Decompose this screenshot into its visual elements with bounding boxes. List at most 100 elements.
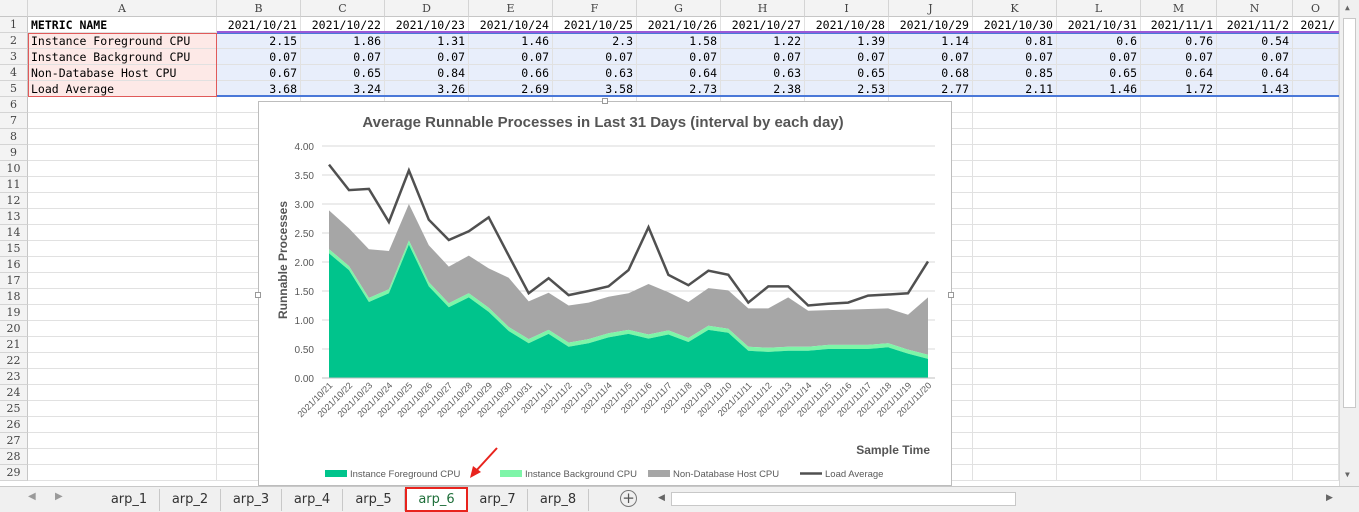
grid-cell[interactable]: [1141, 289, 1217, 305]
grid-cell[interactable]: [973, 353, 1057, 369]
value-cell[interactable]: 0.07: [385, 49, 469, 65]
date-header[interactable]: 2021/10/21: [217, 17, 301, 33]
date-header[interactable]: 2021/10/24: [469, 17, 553, 33]
value-cell[interactable]: 0.64: [1217, 65, 1293, 81]
grid-cell[interactable]: [973, 257, 1057, 273]
tab-arp-8[interactable]: arp_8: [528, 489, 589, 511]
grid-cell[interactable]: [28, 401, 217, 417]
grid-cell[interactable]: [28, 161, 217, 177]
tab-arp-3[interactable]: arp_3: [221, 489, 282, 511]
scroll-thumb[interactable]: [1343, 18, 1356, 408]
grid-cell[interactable]: [973, 145, 1057, 161]
value-cell[interactable]: 0.63: [553, 65, 637, 81]
grid-cell[interactable]: [1293, 177, 1339, 193]
row-header-15[interactable]: 15: [0, 241, 28, 257]
grid-cell[interactable]: [973, 321, 1057, 337]
grid-cell[interactable]: [1217, 385, 1293, 401]
row-header-13[interactable]: 13: [0, 209, 28, 225]
value-cell[interactable]: 0.07: [805, 49, 889, 65]
grid-cell[interactable]: [28, 321, 217, 337]
grid-cell[interactable]: [28, 369, 217, 385]
grid-cell[interactable]: [1293, 369, 1339, 385]
row-header-23[interactable]: 23: [0, 369, 28, 385]
grid-cell[interactable]: [1141, 273, 1217, 289]
resize-handle-left[interactable]: [255, 292, 261, 298]
grid-cell[interactable]: [1293, 161, 1339, 177]
grid-cell[interactable]: [973, 433, 1057, 449]
grid-cell[interactable]: [1057, 417, 1141, 433]
value-cell[interactable]: [1293, 49, 1339, 65]
row-header-8[interactable]: 8: [0, 129, 28, 145]
value-cell[interactable]: 0.07: [301, 49, 385, 65]
grid-cell[interactable]: [1057, 305, 1141, 321]
metric-name-cell[interactable]: Instance Foreground CPU: [28, 33, 217, 49]
value-cell[interactable]: 0.07: [1217, 49, 1293, 65]
value-cell[interactable]: 0.07: [469, 49, 553, 65]
value-cell[interactable]: 0.07: [973, 49, 1057, 65]
column-header-h[interactable]: H: [721, 0, 805, 17]
grid-cell[interactable]: [1293, 321, 1339, 337]
date-header[interactable]: 2021/10/30: [973, 17, 1057, 33]
grid-cell[interactable]: [973, 305, 1057, 321]
grid-cell[interactable]: [1217, 289, 1293, 305]
grid-cell[interactable]: [1293, 241, 1339, 257]
grid-cell[interactable]: [1293, 113, 1339, 129]
value-cell[interactable]: 1.58: [637, 33, 721, 49]
grid-cell[interactable]: [1057, 257, 1141, 273]
grid-cell[interactable]: [1293, 257, 1339, 273]
grid-cell[interactable]: [1217, 209, 1293, 225]
value-cell[interactable]: 0.63: [721, 65, 805, 81]
grid-cell[interactable]: [1217, 433, 1293, 449]
grid-cell[interactable]: [28, 97, 217, 113]
grid-cell[interactable]: [1057, 113, 1141, 129]
grid-cell[interactable]: [973, 97, 1057, 113]
value-cell[interactable]: 0.07: [637, 49, 721, 65]
column-header-o[interactable]: O: [1293, 0, 1339, 17]
grid-cell[interactable]: [1057, 145, 1141, 161]
grid-cell[interactable]: [28, 193, 217, 209]
grid-cell[interactable]: [28, 273, 217, 289]
grid-cell[interactable]: [28, 337, 217, 353]
grid-cell[interactable]: [1293, 353, 1339, 369]
column-header-b[interactable]: B: [217, 0, 301, 17]
value-cell[interactable]: 2.38: [721, 81, 805, 97]
value-cell[interactable]: 0.68: [889, 65, 973, 81]
column-header-a[interactable]: A: [28, 0, 217, 17]
grid-cell[interactable]: [1293, 209, 1339, 225]
row-header-20[interactable]: 20: [0, 321, 28, 337]
value-cell[interactable]: 3.68: [217, 81, 301, 97]
value-cell[interactable]: [1293, 65, 1339, 81]
grid-cell[interactable]: [1293, 385, 1339, 401]
value-cell[interactable]: 0.07: [1057, 49, 1141, 65]
value-cell[interactable]: 0.65: [805, 65, 889, 81]
value-cell[interactable]: 0.81: [973, 33, 1057, 49]
grid-cell[interactable]: [28, 449, 217, 465]
value-cell[interactable]: 2.73: [637, 81, 721, 97]
grid-cell[interactable]: [1293, 401, 1339, 417]
grid-cell[interactable]: [1293, 129, 1339, 145]
value-cell[interactable]: 3.26: [385, 81, 469, 97]
value-cell[interactable]: 1.46: [1057, 81, 1141, 97]
grid-cell[interactable]: [1057, 401, 1141, 417]
date-header[interactable]: 2021/11/2: [1217, 17, 1293, 33]
row-header-11[interactable]: 11: [0, 177, 28, 193]
grid-cell[interactable]: [1141, 353, 1217, 369]
row-header-24[interactable]: 24: [0, 385, 28, 401]
grid-cell[interactable]: [1057, 241, 1141, 257]
grid-cell[interactable]: [1141, 161, 1217, 177]
resize-handle-top[interactable]: [602, 98, 608, 104]
value-cell[interactable]: 0.84: [385, 65, 469, 81]
row-header-18[interactable]: 18: [0, 289, 28, 305]
metric-name-cell[interactable]: Load Average: [28, 81, 217, 97]
grid-cell[interactable]: [1057, 385, 1141, 401]
grid-cell[interactable]: [28, 305, 217, 321]
scroll-down-arrow[interactable]: ▼: [1345, 470, 1350, 479]
grid-cell[interactable]: [1057, 449, 1141, 465]
grid-cell[interactable]: [1217, 273, 1293, 289]
grid-cell[interactable]: [28, 385, 217, 401]
column-header-k[interactable]: K: [973, 0, 1057, 17]
grid-cell[interactable]: [1057, 353, 1141, 369]
tab-scroll-right-icon[interactable]: ▶: [55, 491, 63, 502]
grid-cell[interactable]: [1217, 417, 1293, 433]
row-header-2[interactable]: 2: [0, 33, 28, 49]
